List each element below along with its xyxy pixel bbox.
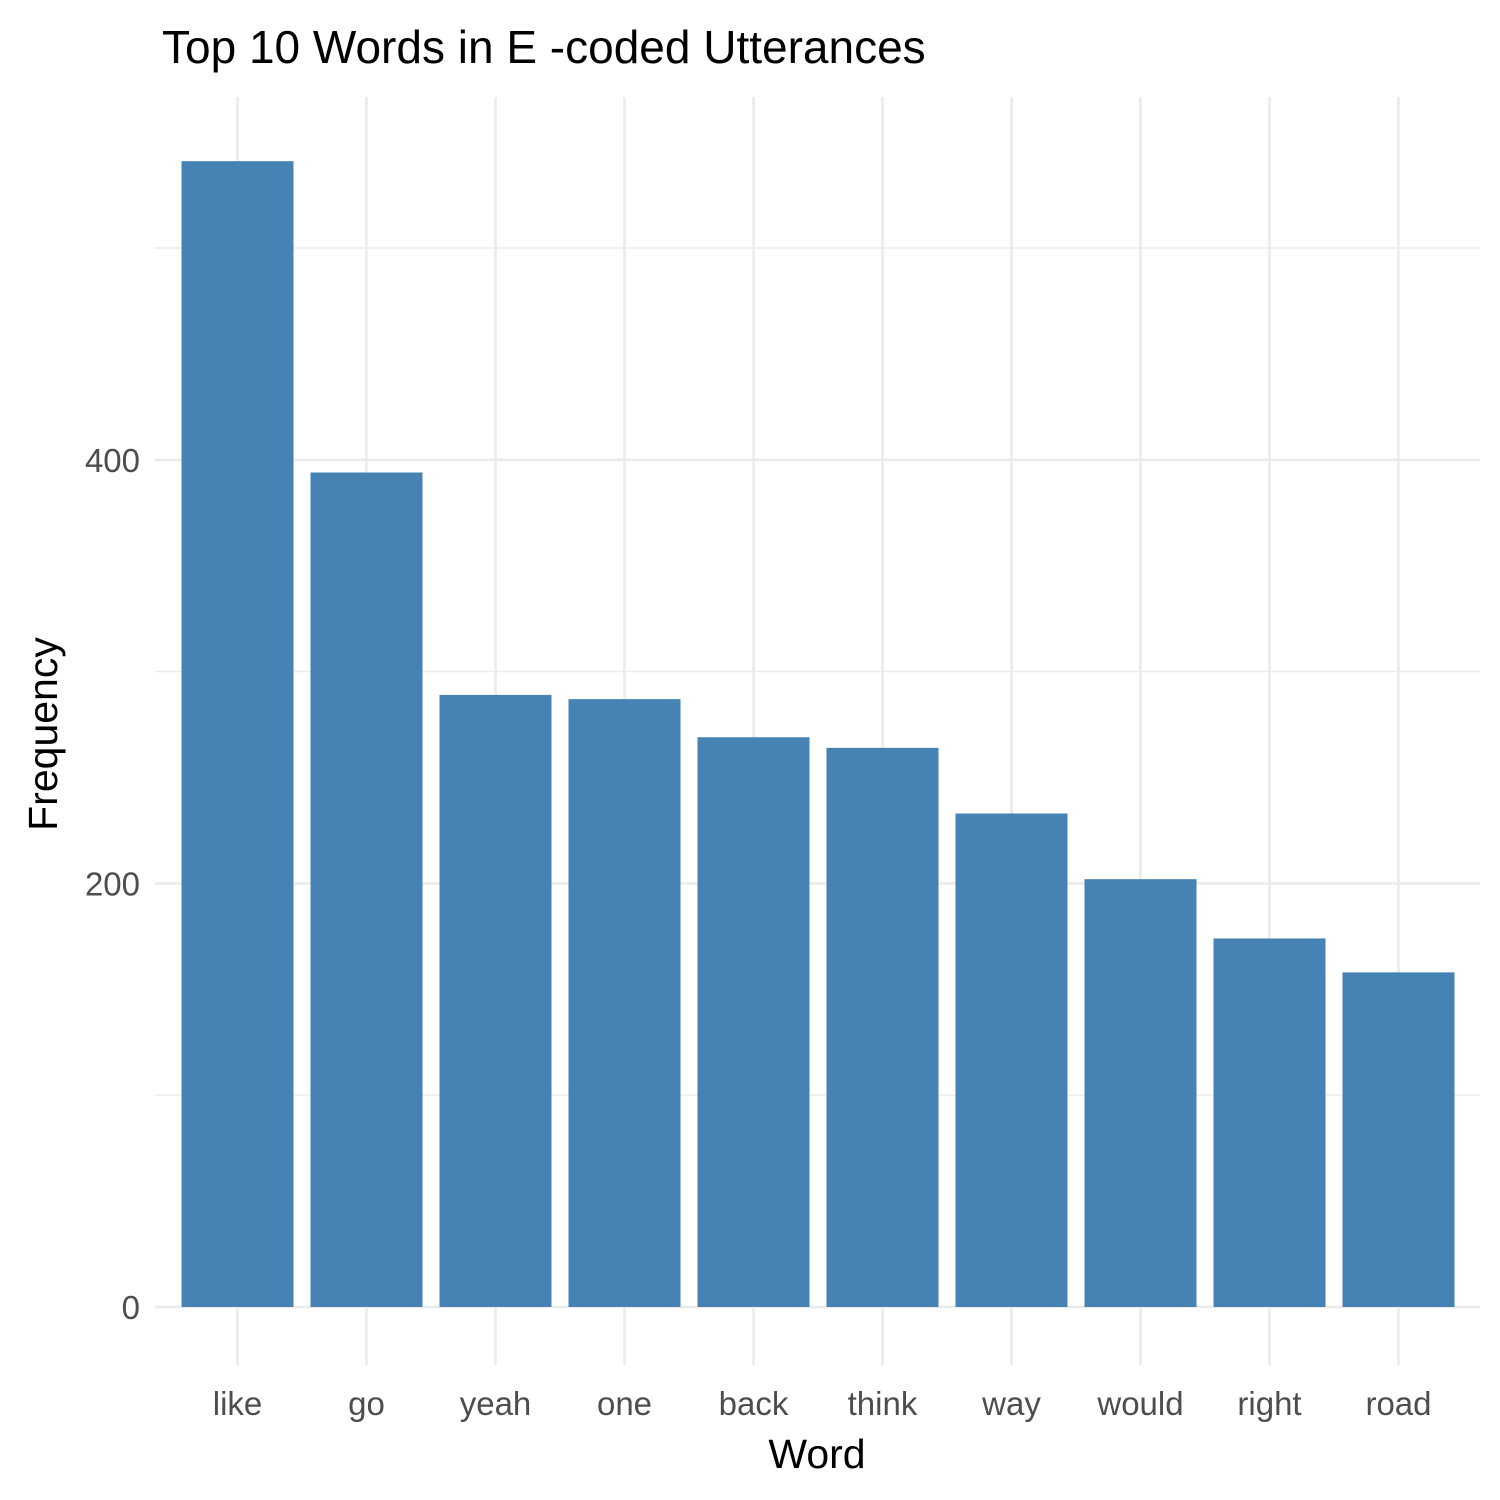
- bar-right: [1213, 938, 1326, 1307]
- y-tick-label: 0: [122, 1289, 140, 1326]
- x-tick-label: right: [1237, 1385, 1301, 1422]
- chart-title: Top 10 Words in E -coded Utterances: [162, 21, 926, 73]
- x-tick-label: go: [348, 1385, 385, 1422]
- x-tick-label: would: [1096, 1385, 1183, 1422]
- x-axis-title: Word: [768, 1431, 865, 1477]
- y-axis-title: Frequency: [20, 637, 66, 831]
- y-tick-label: 200: [85, 865, 140, 902]
- y-tick-label: 400: [85, 442, 140, 479]
- bar-go: [310, 472, 423, 1307]
- bars: [181, 161, 1455, 1308]
- x-tick-label: think: [848, 1385, 918, 1422]
- bar-think: [826, 747, 939, 1307]
- bar-road: [1342, 972, 1455, 1307]
- bar-one: [568, 699, 681, 1307]
- y-axis-ticks: 0 200 400: [85, 442, 140, 1326]
- x-tick-label: yeah: [460, 1385, 532, 1422]
- bar-way: [955, 813, 1068, 1307]
- x-axis-ticks: like go yeah one back think way would right road: [213, 1385, 1432, 1422]
- bar-yeah: [439, 694, 552, 1307]
- x-tick-label: back: [719, 1385, 789, 1422]
- x-tick-label: like: [213, 1385, 263, 1422]
- bar-like: [181, 161, 294, 1308]
- x-tick-label: road: [1365, 1385, 1431, 1422]
- bar-back: [697, 737, 810, 1307]
- x-tick-label: way: [981, 1385, 1041, 1422]
- x-tick-label: one: [597, 1385, 652, 1422]
- bar-would: [1084, 879, 1197, 1307]
